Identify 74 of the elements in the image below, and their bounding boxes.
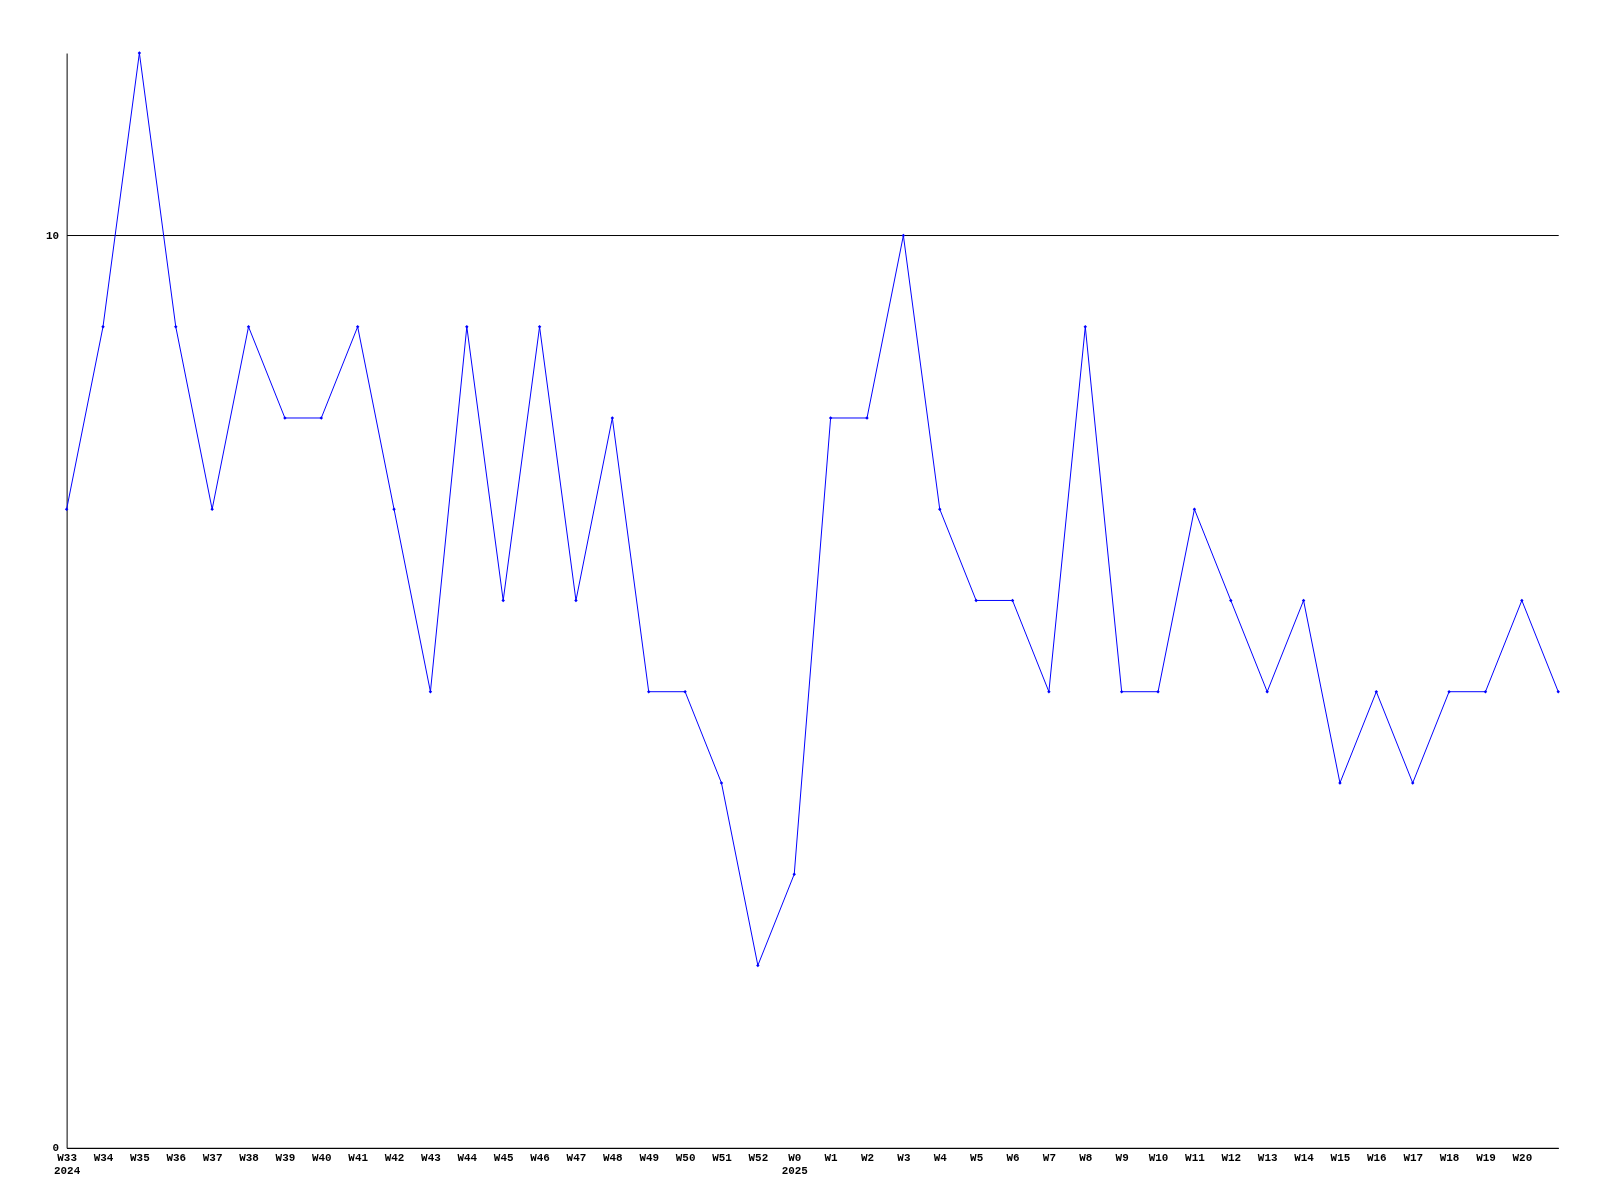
x-tick-label: W1 [824, 1152, 839, 1165]
x-tick-label: W15 [1330, 1152, 1351, 1165]
point [574, 598, 578, 603]
x-tick-label: W38 [239, 1152, 259, 1165]
point [792, 872, 796, 876]
x-tick-label: W43 [421, 1152, 441, 1165]
point [465, 325, 469, 329]
point [683, 689, 687, 694]
y-tick-label: 0 [52, 1142, 60, 1155]
x-tick-label: W10 [1148, 1152, 1169, 1165]
point [1047, 689, 1051, 694]
x-tick-label: W18 [1439, 1152, 1460, 1165]
x-tick-label: W0 2025 [781, 1152, 808, 1178]
x-tick-label: W11 [1185, 1152, 1206, 1165]
x-tick-label: W39 [275, 1152, 296, 1165]
x-tick-label: W51 [712, 1152, 733, 1165]
x-tick-label: W34 [93, 1152, 114, 1165]
x-tick-label: W16 [1366, 1152, 1387, 1165]
point [1083, 325, 1088, 329]
x-tick-label: W6 [1006, 1152, 1020, 1165]
point [828, 416, 833, 420]
point [64, 507, 69, 511]
point [1447, 689, 1451, 694]
x-tick-label: W8 [1079, 1152, 1093, 1165]
point [1192, 507, 1197, 511]
x-tick-label: W40 [311, 1152, 332, 1165]
point [938, 507, 942, 511]
point [210, 507, 214, 511]
x-tick-label: W44 [457, 1152, 478, 1165]
x-tick-label: W33 2024 [54, 1152, 81, 1178]
point [1410, 781, 1415, 785]
point [1374, 689, 1379, 694]
x-tick-label: W49 [639, 1152, 660, 1165]
x-tick-label: W46 [530, 1152, 550, 1165]
point [719, 781, 724, 785]
point [1556, 689, 1560, 694]
point [1119, 689, 1124, 694]
x-tick-label: W52 [748, 1152, 769, 1165]
x-tick-label: W41 [348, 1152, 369, 1165]
x-tick-label: W17 [1403, 1152, 1424, 1165]
x-tick-label: W14 [1294, 1152, 1315, 1165]
point [974, 598, 978, 603]
point [1229, 598, 1233, 603]
x-tick-label: W20 [1512, 1152, 1533, 1165]
point [355, 325, 360, 329]
x-tick-label: W45 [493, 1152, 514, 1165]
point [501, 598, 505, 603]
x-tick-label: W5 [970, 1152, 984, 1165]
point [610, 416, 615, 420]
x-tick-label: W48 [603, 1152, 623, 1165]
point [174, 325, 178, 329]
point [646, 689, 651, 694]
x-tick-label: W13 [1257, 1152, 1278, 1165]
x-tick-label: W7 [1042, 1152, 1056, 1165]
x-tick-label: W42 [384, 1152, 405, 1165]
x-tick-label: W37 [202, 1152, 223, 1165]
point [137, 51, 142, 55]
point [1156, 689, 1160, 694]
point [1520, 598, 1524, 603]
x-tick-label: W35 [130, 1152, 150, 1165]
x-tick-label: W36 [166, 1152, 187, 1165]
x-tick-label: W47 [566, 1152, 587, 1165]
x-tick-label: W50 [675, 1152, 696, 1165]
x-tick-label: W9 [1115, 1152, 1129, 1165]
x-tick-label: W3 [897, 1152, 911, 1165]
x-tick-label: W19 [1476, 1152, 1496, 1165]
x-tick-label: W12 [1221, 1152, 1242, 1165]
point [756, 963, 760, 968]
y-tick-label: 10 [46, 230, 60, 242]
point [1265, 689, 1269, 694]
x-tick-label: W2 [860, 1152, 875, 1165]
point [537, 325, 542, 329]
x-tick-label: W4 [933, 1152, 948, 1165]
point [319, 416, 324, 420]
